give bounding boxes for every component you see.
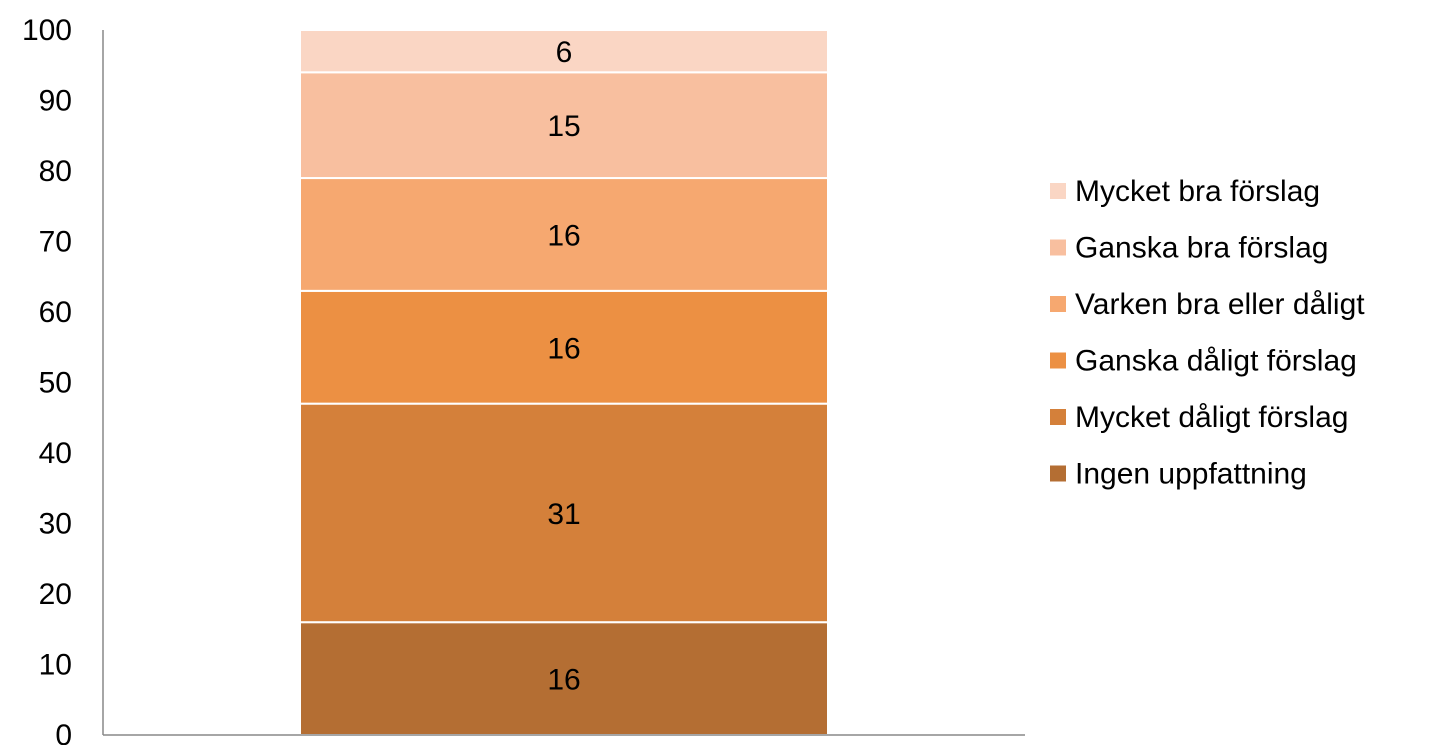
y-tick-label: 20 [39, 578, 72, 611]
data-label-mycket-daligt-forslag: 31 [547, 498, 580, 531]
axes [102, 30, 1025, 736]
data-label-varken-bra-eller-daligt: 16 [547, 219, 580, 252]
y-tick-label: 50 [39, 367, 72, 400]
data-label-mycket-bra-forslag: 6 [556, 36, 573, 69]
data-labels: 16 31 16 16 15 6 [547, 36, 580, 696]
legend-swatch-ingen-uppfattning [1050, 465, 1066, 482]
y-axis-tick-labels: 0 10 20 30 40 50 60 70 80 90 100 [22, 14, 72, 745]
data-label-ganska-bra-forslag: 15 [547, 110, 580, 143]
legend-label-mycket-daligt-forslag: Mycket dåligt förslag [1075, 401, 1348, 434]
data-label-ganska-daligt-forslag: 16 [547, 332, 580, 365]
bar-segments [299, 29, 829, 737]
y-tick-label: 90 [39, 85, 72, 118]
legend-label-mycket-bra-forslag: Mycket bra förslag [1075, 175, 1320, 208]
y-tick-label: 70 [39, 226, 72, 259]
bar-segment-ingen-uppfattning [299, 621, 829, 737]
y-tick-label: 60 [39, 296, 72, 329]
y-tick-label: 30 [39, 508, 72, 541]
data-label-ingen-uppfattning: 16 [547, 664, 580, 697]
legend-label-ganska-bra-forslag: Ganska bra förslag [1075, 232, 1328, 265]
legend-label-ganska-daligt-forslag: Ganska dåligt förslag [1075, 345, 1357, 378]
legend-swatch-mycket-daligt-forslag [1050, 409, 1066, 425]
bar-segment-varken-bra-eller-daligt [299, 177, 829, 292]
legend-swatch-ganska-bra-forslag [1050, 239, 1066, 256]
legend-label-ingen-uppfattning: Ingen uppfattning [1075, 458, 1307, 491]
legend-swatch-mycket-bra-forslag [1050, 183, 1066, 199]
legend-swatch-ganska-daligt-forslag [1050, 352, 1066, 369]
bar-segment-mycket-bra-forslag [299, 29, 829, 74]
bar-segment-ganska-bra-forslag [299, 71, 829, 180]
legend-label-varken-bra-eller-daligt: Varken bra eller dåligt [1075, 288, 1365, 321]
legend-swatch-varken-bra-eller-daligt [1050, 296, 1066, 312]
y-tick-label: 80 [39, 155, 72, 188]
y-tick-label: 100 [22, 14, 72, 47]
y-tick-label: 40 [39, 437, 72, 470]
y-tick-label: 0 [55, 719, 72, 745]
bar-segment-mycket-daligt-forslag [299, 402, 829, 624]
legend: Mycket bra förslag Ganska bra förslag Vark… [1050, 175, 1365, 491]
y-tick-label: 10 [39, 649, 72, 682]
